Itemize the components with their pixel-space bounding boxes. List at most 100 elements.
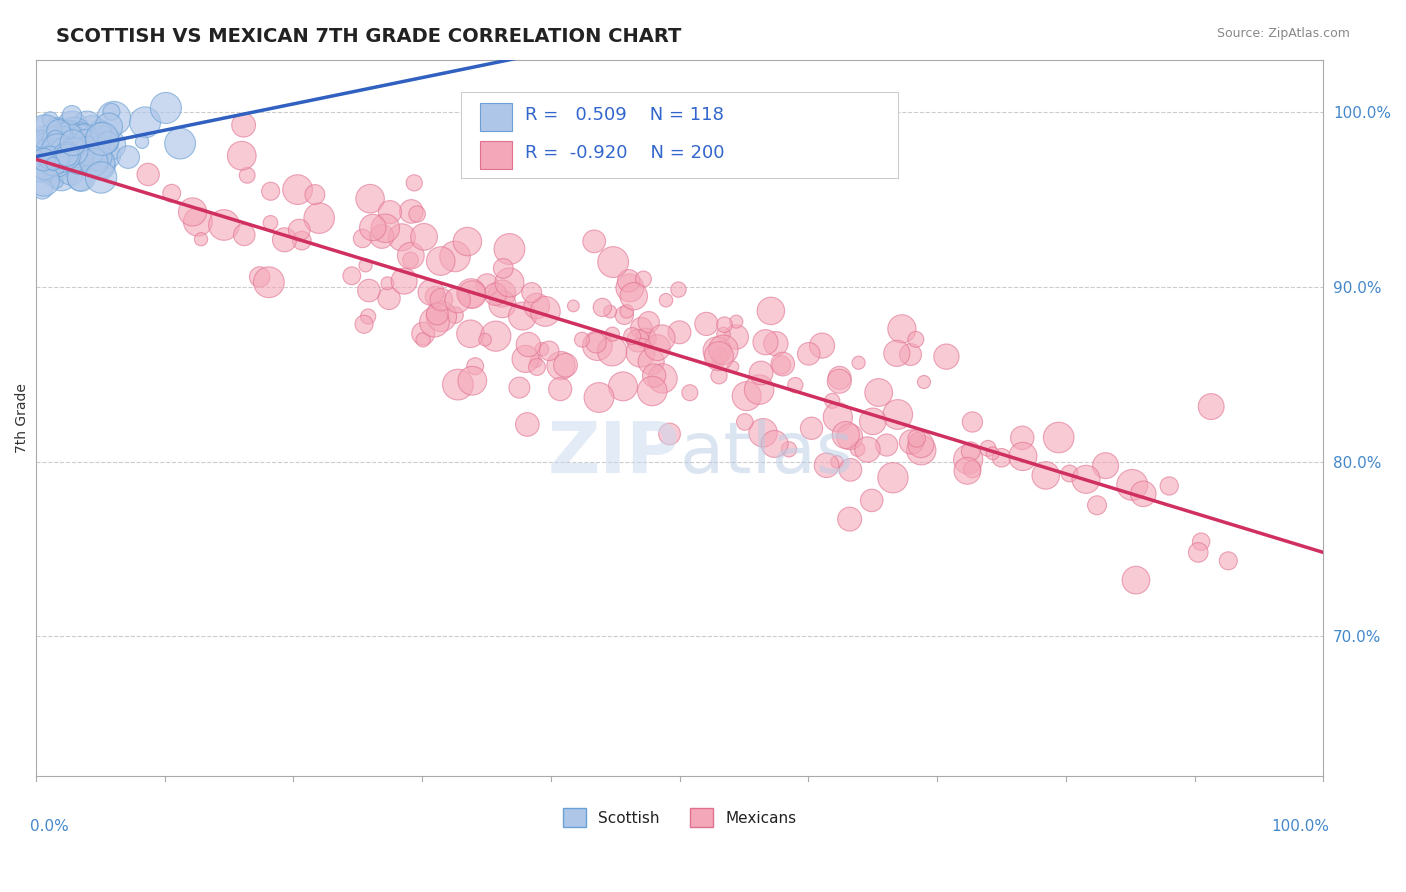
Point [643, 368, 665, 383]
Point [287, 183, 309, 197]
Point [562, 299, 585, 313]
Point [231, 149, 253, 163]
Point [63, 151, 86, 165]
Point [59, 125, 82, 139]
Point [627, 334, 650, 348]
Point [69, 146, 91, 161]
Point [89, 158, 111, 172]
Point [508, 381, 530, 395]
Point [236, 169, 259, 183]
Point [63, 127, 86, 141]
Point [169, 136, 191, 151]
Point [62, 153, 84, 168]
Point [399, 252, 422, 267]
Bar [479, 103, 512, 131]
Point [456, 235, 478, 249]
Point [70, 133, 93, 147]
Point [430, 310, 453, 324]
Point [695, 317, 717, 331]
Point [498, 242, 520, 256]
Point [94, 131, 117, 145]
Point [83, 141, 105, 155]
Point [425, 289, 447, 303]
Point [474, 333, 496, 347]
Point [77, 146, 100, 161]
Point [93, 128, 115, 142]
Point [548, 382, 571, 396]
Point [353, 317, 375, 331]
Point [721, 359, 744, 374]
Point [430, 293, 453, 307]
Point [517, 337, 540, 351]
Point [887, 408, 910, 422]
Point [67, 149, 90, 163]
Point [707, 349, 730, 363]
Point [34, 160, 56, 174]
Point [45, 175, 67, 189]
Point [735, 389, 758, 403]
Point [630, 321, 652, 335]
Point [426, 307, 449, 321]
Point [772, 357, 794, 371]
Point [52, 141, 75, 155]
Point [429, 254, 451, 268]
Point [957, 452, 980, 467]
Point [66, 143, 89, 157]
Point [904, 332, 927, 346]
Point [48, 149, 70, 163]
Point [602, 327, 624, 342]
Point [97, 135, 120, 149]
Point [713, 343, 735, 357]
Point [37, 151, 59, 165]
Point [377, 277, 399, 291]
Point [444, 308, 467, 322]
Point [1125, 573, 1147, 587]
Point [41, 153, 63, 168]
Point [811, 338, 834, 352]
Point [492, 261, 515, 276]
Point [39, 157, 62, 171]
Point [308, 211, 330, 226]
Point [52, 147, 75, 161]
Point [485, 329, 508, 343]
Point [1085, 498, 1108, 512]
Point [956, 464, 979, 478]
Point [1132, 487, 1154, 501]
Point [647, 341, 669, 355]
Point [257, 275, 280, 289]
Point [475, 277, 498, 292]
Point [526, 359, 548, 374]
Point [69, 171, 91, 186]
Point [827, 410, 849, 425]
Point [361, 220, 384, 235]
Point [44, 132, 66, 146]
Point [100, 138, 122, 153]
Point [734, 415, 756, 429]
Point [1094, 458, 1116, 473]
Point [725, 330, 748, 344]
Point [910, 443, 932, 458]
Point [1121, 478, 1143, 492]
Point [583, 235, 606, 249]
Point [619, 281, 641, 295]
Point [709, 348, 731, 362]
Point [890, 322, 912, 336]
Point [571, 333, 593, 347]
Point [1074, 472, 1097, 486]
Point [797, 347, 820, 361]
Point [484, 287, 506, 301]
Point [423, 315, 446, 329]
Point [65, 146, 87, 161]
Point [181, 205, 204, 219]
Text: Source: ZipAtlas.com: Source: ZipAtlas.com [1216, 27, 1350, 40]
Point [46, 143, 69, 157]
Point [70, 138, 93, 153]
Point [30, 147, 52, 161]
Point [591, 301, 613, 315]
Point [825, 455, 848, 469]
Point [38, 146, 60, 161]
Point [42, 154, 65, 169]
Point [651, 371, 673, 385]
Point [520, 285, 543, 300]
Point [1059, 467, 1081, 481]
